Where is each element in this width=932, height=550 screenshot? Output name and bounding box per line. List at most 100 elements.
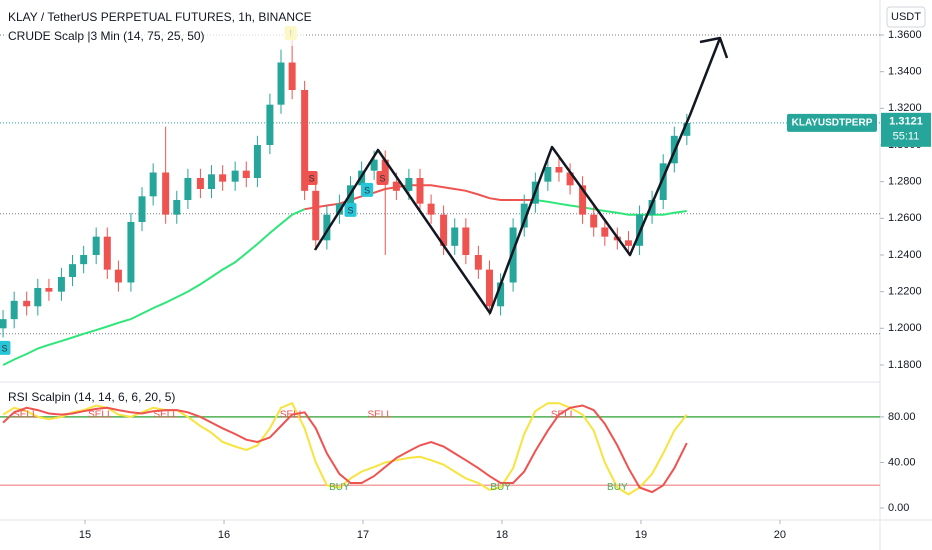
candle-body [590, 214, 598, 228]
signal-marker-label: S [347, 205, 353, 215]
line-series [2, 401, 688, 496]
candle-body [45, 287, 53, 292]
signal-label: SELL [153, 409, 178, 420]
signal-label: SELL [551, 409, 576, 420]
signal-marker-label: S [379, 173, 385, 183]
signal-label: SELL [280, 409, 305, 420]
candle-body [312, 190, 320, 241]
signal-label: SELL [13, 409, 38, 420]
candle-body [69, 264, 77, 277]
x-tick-label: 15 [79, 529, 91, 541]
y-tick-label: 1.2000 [888, 322, 922, 334]
signal-marker-label: S [364, 185, 370, 195]
signal-marker [376, 170, 389, 185]
line-series [2, 404, 688, 494]
y-tick-label: 1.3600 [888, 29, 922, 41]
currency-box[interactable] [886, 6, 926, 28]
candle-body [231, 170, 239, 182]
candle-body [427, 203, 435, 215]
x-tick-label: 20 [774, 529, 786, 541]
symbol-label: KLAYUSDTPERP [792, 117, 873, 128]
line-series [2, 199, 687, 366]
candle-body [162, 172, 170, 215]
y-tick-label: 1.2800 [888, 176, 922, 188]
candle-body [474, 254, 482, 270]
signal-marker-label: S [1, 343, 7, 353]
candle-body [405, 177, 413, 191]
candle-body [0, 319, 7, 329]
signal-label: SELL [367, 409, 392, 420]
y-tick-label: 1.2400 [888, 249, 922, 261]
candle-body [173, 199, 181, 215]
x-tick-label: 19 [635, 529, 647, 541]
candle-body [208, 174, 216, 189]
candle-body [555, 166, 563, 173]
candle-body [103, 236, 111, 270]
rsi-title: RSI Scalpin (14, 14, 6, 6, 20, 5) [8, 390, 175, 404]
candle-body [579, 185, 587, 215]
candle-body [219, 174, 227, 182]
x-tick-label: 17 [357, 529, 369, 541]
last-price-tag [881, 112, 931, 147]
candle-body [440, 214, 448, 246]
candle-body [80, 254, 88, 265]
candle-body [149, 172, 157, 197]
candle-body [323, 214, 331, 241]
candle-body [92, 236, 100, 255]
candle-body [138, 196, 146, 222]
candle-body [288, 62, 296, 91]
candle-body [23, 300, 31, 307]
signal-label: SELL [88, 409, 113, 420]
candle-body [601, 227, 609, 237]
candle-body [184, 177, 192, 200]
last-price-label: 1.3121 [889, 116, 923, 128]
candle-body [392, 181, 400, 191]
candle-body [544, 166, 552, 182]
candle-body [462, 227, 470, 255]
y-tick-label: 1.3200 [888, 102, 922, 114]
candle-body [624, 240, 632, 246]
candle-body [381, 159, 389, 182]
y-tick-label: 1.2200 [888, 286, 922, 298]
y-tick-label: 1.3400 [888, 66, 922, 78]
candle-body [648, 199, 656, 215]
signal-marker-label: S [309, 173, 315, 183]
candle-body [196, 177, 204, 189]
indicator-title: CRUDE Scalp |3 Min (14, 75, 25, 50) [8, 29, 205, 43]
candle-body [10, 300, 18, 320]
candle-body [34, 287, 42, 307]
candle-body [509, 227, 517, 283]
y-tick-label: 40.00 [888, 456, 916, 468]
candle-body [683, 123, 691, 136]
y-tick-label: 1.1800 [888, 359, 922, 371]
y-tick-label: 0.00 [888, 502, 909, 514]
candle-body [277, 62, 285, 105]
candle-body [520, 203, 528, 228]
signal-marker [361, 182, 374, 197]
candle-body [497, 282, 505, 307]
candle-body [127, 221, 135, 283]
countdown-label: 55:11 [893, 131, 920, 143]
candle-body [659, 163, 667, 200]
symbol-tag [787, 113, 877, 132]
candle-body [451, 227, 459, 246]
x-tick-label: 16 [218, 529, 230, 541]
chart-title: KLAY / TetherUS PERPETUAL FUTURES, 1h, B… [8, 10, 312, 24]
x-tick-label: 18 [496, 529, 508, 541]
signal-label: BUY [490, 482, 511, 493]
signal-label: BUY [607, 482, 628, 493]
legend-backdrop [4, 6, 304, 46]
candle-body [114, 269, 122, 283]
candle-body [57, 276, 65, 292]
signal-label: BUY [329, 482, 350, 493]
signal-marker [344, 202, 357, 217]
y-tick-label: 80.00 [888, 411, 916, 423]
currency-label: USDT [891, 11, 921, 23]
candle-body [301, 90, 309, 191]
signal-marker [305, 170, 318, 185]
candle-body [416, 177, 424, 204]
candle-body [370, 159, 378, 171]
